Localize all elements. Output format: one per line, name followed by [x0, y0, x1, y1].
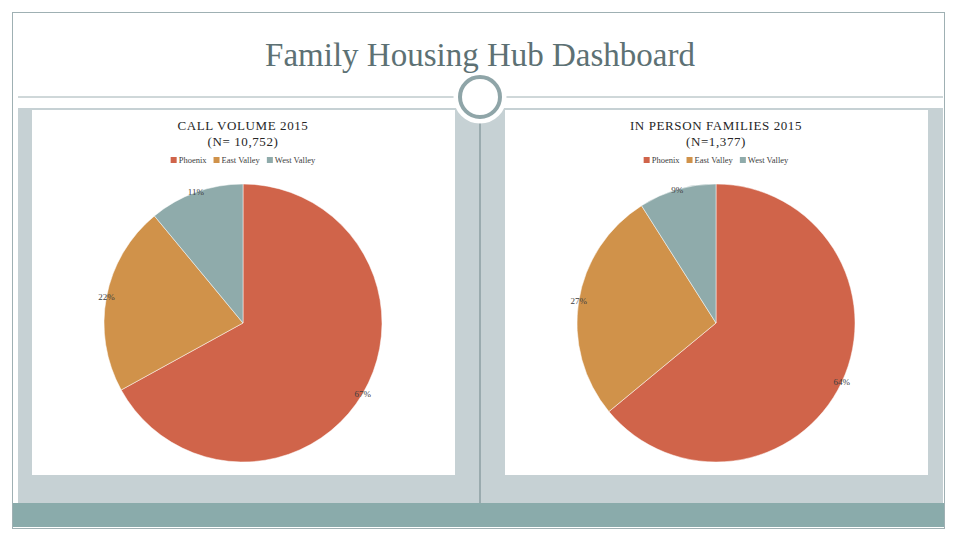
- legend-label: West Valley: [748, 155, 789, 165]
- chart-title: CALL VOLUME 2015: [178, 118, 309, 133]
- legend-item: Phoenix: [171, 155, 208, 165]
- pie: [104, 184, 382, 462]
- chart-area: [505, 110, 928, 475]
- panel-divider: [480, 108, 481, 503]
- data-labels: 67% 22% 11%: [98, 187, 371, 399]
- ornament: [455, 72, 505, 122]
- data-label: 27%: [570, 296, 587, 306]
- legend-swatch: [644, 157, 650, 163]
- chart: IN PERSON FAMILIES 2015(N=1,377) Phoenix E…: [505, 110, 928, 475]
- chart-subtitle: (N= 10,752): [208, 134, 279, 149]
- content-panel: [18, 108, 943, 504]
- legend: Phoenix East Valley West Valley: [171, 155, 316, 165]
- legend-label: Phoenix: [652, 155, 681, 165]
- chart-area: [32, 110, 455, 475]
- legend-swatch: [687, 157, 693, 163]
- legend-label: East Valley: [695, 155, 734, 165]
- legend-item: East Valley: [214, 155, 261, 165]
- data-labels: 64% 27% 9%: [570, 185, 850, 388]
- pie-slice: [642, 184, 716, 323]
- data-label: 64%: [834, 377, 851, 387]
- legend: Phoenix East Valley West Valley: [644, 155, 789, 165]
- chart-title: IN PERSON FAMILIES 2015: [630, 118, 802, 133]
- legend-label: West Valley: [275, 155, 316, 165]
- legend-swatch: [171, 157, 177, 163]
- data-label: 9%: [671, 185, 684, 195]
- data-label: 11%: [188, 187, 205, 197]
- legend-swatch: [214, 157, 220, 163]
- legend-label: Phoenix: [179, 155, 208, 165]
- data-label: 67%: [354, 389, 371, 399]
- legend-swatch: [267, 157, 273, 163]
- legend-item: West Valley: [740, 155, 789, 165]
- dashboard: Family Housing Hub Dashboard CALL VOLUME …: [0, 0, 960, 540]
- data-label: 22%: [98, 292, 115, 302]
- legend-item: West Valley: [267, 155, 316, 165]
- ornament-ring: [460, 77, 500, 117]
- pie-slice: [154, 184, 243, 323]
- chart: CALL VOLUME 2015(N= 10,752)Phoenix East V…: [32, 110, 455, 475]
- legend-item: Phoenix: [644, 155, 681, 165]
- legend-swatch: [740, 157, 746, 163]
- chart-subtitle: (N=1,377): [686, 134, 746, 149]
- slide-frame: [13, 13, 945, 529]
- legend-label: East Valley: [222, 155, 261, 165]
- legend-item: East Valley: [687, 155, 734, 165]
- page-title: Family Housing Hub Dashboard: [265, 37, 695, 73]
- footer-band: [13, 503, 944, 527]
- pie: [577, 184, 855, 462]
